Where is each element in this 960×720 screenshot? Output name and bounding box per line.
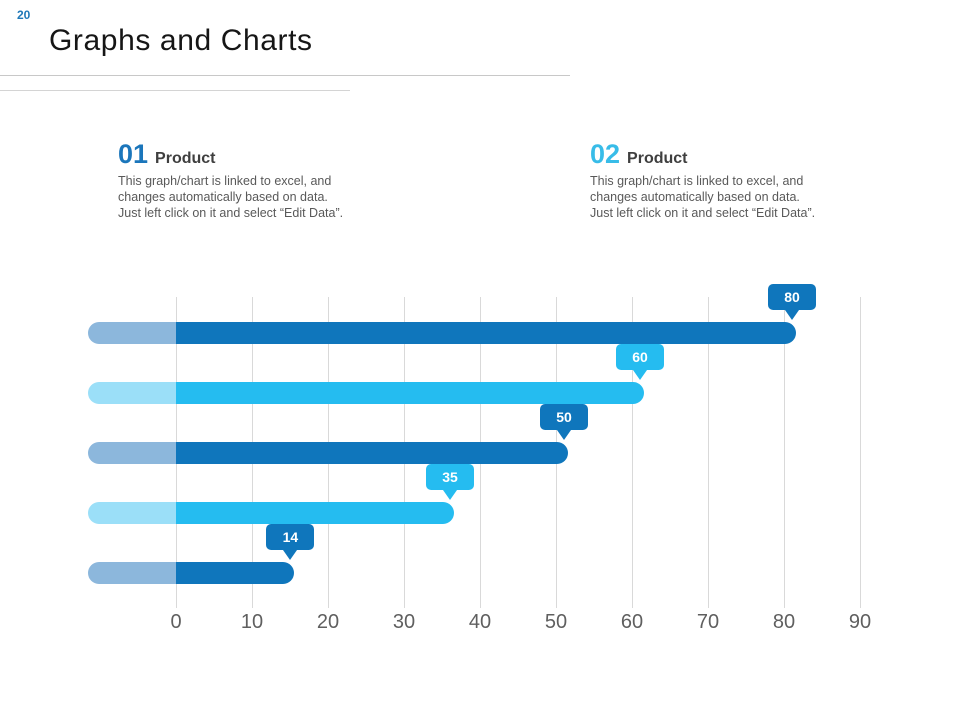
divider-line-bottom [0, 90, 350, 91]
section-2-header: 02 Product [590, 140, 870, 168]
page-number: 20 [17, 8, 31, 22]
bar [176, 442, 568, 464]
data-label-callout-pointer [785, 310, 799, 320]
x-axis-tick-label: 20 [316, 611, 340, 633]
gridline [860, 297, 861, 608]
bar [176, 382, 644, 404]
product-section-1: 01 Product This graph/chart is linked to… [118, 140, 398, 221]
x-axis-tick-label: 10 [240, 611, 264, 633]
section-1-number: 01 [118, 139, 149, 169]
x-axis-tick-label: 50 [544, 611, 568, 633]
divider-line-top [0, 75, 570, 76]
section-2-number: 02 [590, 139, 621, 169]
data-label-callout: 60 [616, 344, 664, 370]
gridline [632, 297, 633, 608]
page-title: Graphs and Charts [49, 24, 313, 57]
data-label-callout: 50 [540, 404, 588, 430]
bar-tail [88, 382, 187, 404]
bar [176, 502, 454, 524]
bar [176, 562, 295, 584]
data-label-callout: 80 [768, 284, 816, 310]
section-1-label: Product [155, 150, 216, 167]
section-2-description: This graph/chart is linked to excel, and… [590, 174, 816, 220]
data-label-callout: 14 [266, 524, 315, 550]
bar-tail [88, 322, 187, 344]
x-axis-tick-label: 0 [170, 611, 182, 633]
x-axis-tick-label: 60 [620, 611, 644, 633]
section-1-header: 01 Product [118, 140, 398, 168]
data-label-callout: 35 [426, 464, 474, 490]
gridline [784, 297, 785, 608]
bar [176, 322, 796, 344]
product-section-2: 02 Product This graph/chart is linked to… [590, 140, 870, 221]
x-axis-tick-label: 90 [848, 611, 872, 633]
x-axis-tick-label: 80 [772, 611, 796, 633]
data-label-callout-pointer [557, 430, 571, 440]
bar-tail [88, 442, 187, 464]
bar-tail [88, 502, 187, 524]
x-axis-tick-label: 40 [468, 611, 492, 633]
section-1-description: This graph/chart is linked to excel, and… [118, 174, 344, 220]
x-axis-tick-label: 70 [696, 611, 720, 633]
section-2-label: Product [627, 150, 688, 167]
data-label-callout-pointer [633, 370, 647, 380]
data-label-callout-pointer [283, 550, 298, 560]
bar-tail [88, 562, 187, 584]
data-label-callout-pointer [443, 490, 457, 500]
gridline [708, 297, 709, 608]
x-axis-tick-label: 30 [392, 611, 416, 633]
